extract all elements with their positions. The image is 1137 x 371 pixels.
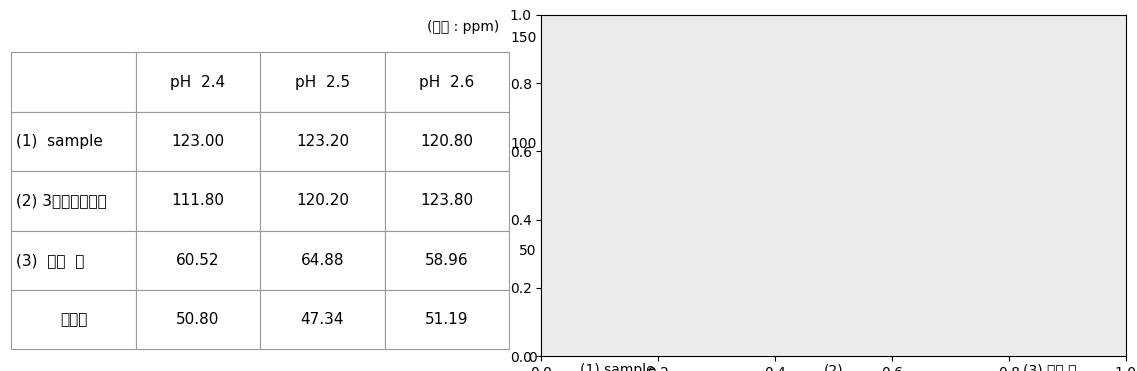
- Text: (단위 : ppm): (단위 : ppm): [426, 20, 499, 34]
- pH 2.5: [1043, 216, 1056, 220]
- pH 2.4: [1043, 225, 1056, 229]
- pH 2.6: [611, 96, 624, 101]
- pH 2.6: [827, 90, 840, 94]
- Line: pH 2.6: pH 2.6: [617, 92, 1049, 230]
- Line: pH 2.4: pH 2.4: [617, 94, 1049, 227]
- pH 2.6: [1043, 228, 1056, 233]
- Legend: pH 2.4, pH 2.5, pH 2.6: pH 2.4, pH 2.5, pH 2.6: [578, 22, 890, 44]
- pH 2.4: [827, 115, 840, 120]
- pH 2.5: [611, 91, 624, 96]
- Line: pH 2.5: pH 2.5: [617, 93, 1049, 218]
- pH 2.4: [611, 92, 624, 96]
- pH 2.5: [827, 98, 840, 102]
